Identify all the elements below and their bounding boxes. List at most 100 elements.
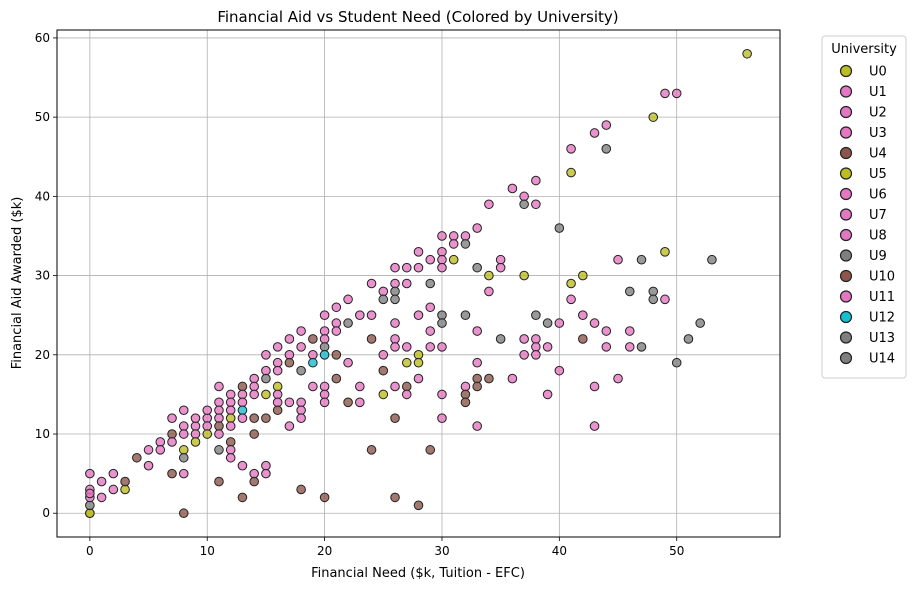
data-point xyxy=(167,468,177,479)
data-point xyxy=(425,445,436,455)
legend-marker xyxy=(839,105,853,119)
legend-label: U11 xyxy=(869,290,895,305)
legend-label: U12 xyxy=(869,311,895,326)
data-point xyxy=(448,231,459,241)
data-point xyxy=(178,468,189,479)
data-point xyxy=(566,294,576,305)
data-point xyxy=(531,342,541,352)
legend: University U0 U1 U2 U3 U4 U5 U6 U7 U8 U9 U10 U11 U12… xyxy=(821,35,907,379)
data-point xyxy=(237,397,248,408)
data-point xyxy=(120,476,130,487)
data-point xyxy=(237,389,248,400)
data-point xyxy=(437,413,447,423)
legend-marker xyxy=(839,290,853,303)
data-point xyxy=(132,452,142,463)
y-tick-label: 60 xyxy=(35,31,50,45)
legend-marker xyxy=(839,228,853,242)
data-point xyxy=(648,294,659,305)
legend-marker xyxy=(839,208,853,221)
data-point xyxy=(531,175,541,186)
data-point xyxy=(437,247,447,257)
data-point xyxy=(578,310,588,320)
data-point xyxy=(331,326,342,336)
data-point xyxy=(566,167,576,178)
data-point xyxy=(214,405,224,416)
data-point xyxy=(390,286,400,297)
data-point xyxy=(296,342,306,352)
legend-marker xyxy=(839,85,853,98)
data-point xyxy=(225,421,236,431)
legend-label: U9 xyxy=(869,249,887,264)
data-point xyxy=(531,334,541,344)
legend-marker xyxy=(839,187,853,201)
data-point xyxy=(366,310,377,320)
data-point xyxy=(178,508,189,519)
data-point xyxy=(695,318,705,328)
data-point xyxy=(425,302,436,313)
data-point xyxy=(566,144,576,154)
data-point xyxy=(355,381,365,392)
data-point xyxy=(425,254,436,265)
data-point xyxy=(413,500,424,511)
data-point xyxy=(401,278,412,289)
data-point xyxy=(261,468,271,479)
data-point xyxy=(531,199,541,210)
data-point xyxy=(331,318,342,328)
data-point xyxy=(225,437,236,447)
data-point xyxy=(484,286,494,297)
data-point xyxy=(484,270,494,281)
data-point xyxy=(578,270,588,281)
data-point xyxy=(413,373,424,384)
data-point xyxy=(589,421,600,431)
data-point xyxy=(178,429,189,439)
data-point xyxy=(660,88,670,99)
data-point xyxy=(460,389,471,400)
data-point xyxy=(319,349,330,360)
data-point xyxy=(601,120,612,130)
data-point xyxy=(437,342,447,352)
data-point xyxy=(401,357,412,368)
data-point xyxy=(249,373,259,384)
data-point xyxy=(578,334,588,344)
data-point xyxy=(484,199,494,210)
data-point xyxy=(425,342,436,352)
data-point xyxy=(355,310,365,320)
data-point xyxy=(437,310,447,320)
data-point xyxy=(671,88,682,99)
data-point xyxy=(225,405,236,416)
data-point xyxy=(683,334,694,344)
data-point xyxy=(437,318,447,328)
y-tick-label: 30 xyxy=(35,269,50,283)
data-point xyxy=(178,445,189,455)
data-point xyxy=(190,429,201,439)
data-point xyxy=(378,349,389,360)
data-point xyxy=(319,310,330,320)
y-tick-label: 0 xyxy=(42,506,50,520)
data-point xyxy=(437,254,447,265)
data-point xyxy=(343,357,353,368)
y-tick-label: 50 xyxy=(35,110,50,124)
y-tick-label: 10 xyxy=(35,427,50,441)
y-tick-label: 40 xyxy=(35,189,50,203)
data-point xyxy=(214,445,224,455)
data-point xyxy=(85,500,95,511)
data-point xyxy=(472,262,482,273)
data-point xyxy=(601,326,612,336)
data-point xyxy=(472,326,482,336)
data-point xyxy=(519,334,529,344)
data-points xyxy=(85,48,752,519)
x-axis-ticks: 0 10 20 30 40 50 xyxy=(86,537,684,558)
legend-label: U14 xyxy=(869,352,895,367)
data-point xyxy=(624,326,635,336)
data-point xyxy=(108,484,119,495)
data-point xyxy=(319,397,330,408)
data-point xyxy=(507,183,518,194)
data-point xyxy=(472,373,482,384)
legend-marker xyxy=(839,269,853,283)
data-point xyxy=(225,389,236,400)
data-point xyxy=(507,373,518,384)
data-point xyxy=(308,349,318,360)
data-point xyxy=(272,381,283,392)
legend-title: University xyxy=(831,42,897,57)
y-tick-label: 20 xyxy=(35,348,50,362)
